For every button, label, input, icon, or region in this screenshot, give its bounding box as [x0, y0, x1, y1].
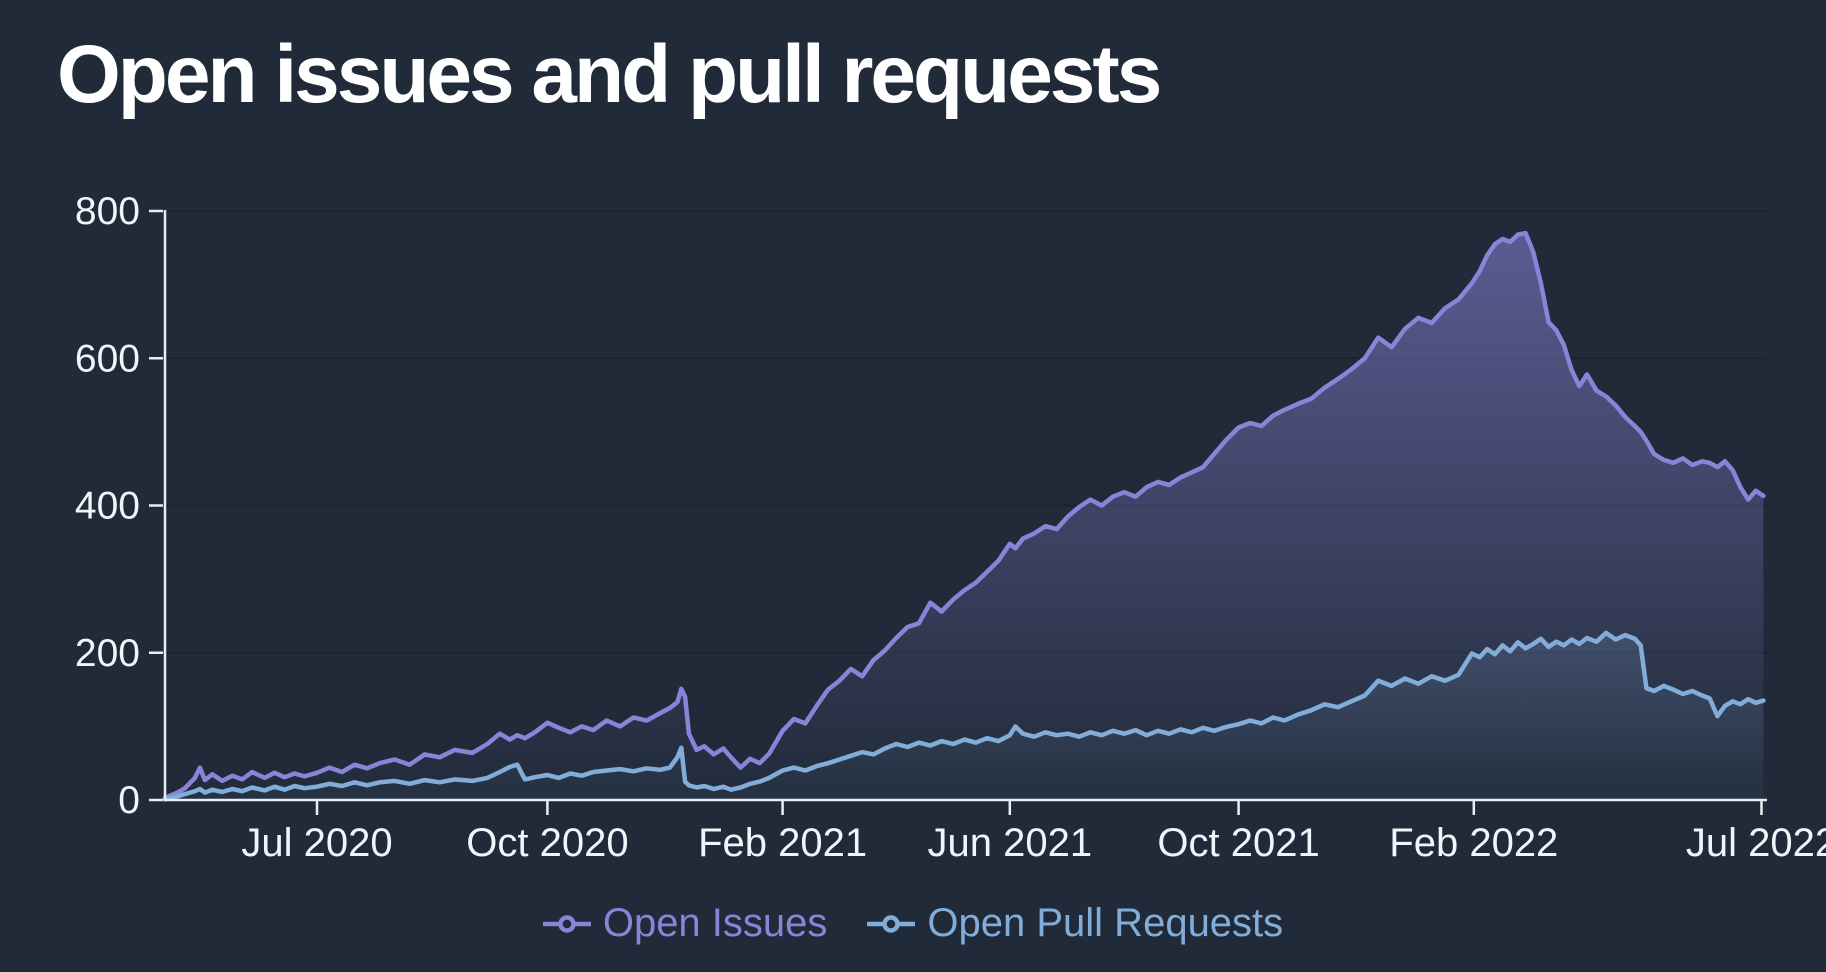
chart-legend: Open Issues Open Pull Requests	[0, 901, 1826, 946]
legend-label-open-issues: Open Issues	[602, 901, 828, 945]
area-open-pull-requests	[165, 632, 1764, 800]
chart-title: Open issues and pull requests	[57, 29, 1162, 120]
legend-item-open-issues[interactable]: Open Issues	[542, 901, 828, 946]
x-tick-label: Jul 2022	[1686, 821, 1826, 865]
area-open-issues	[165, 233, 1764, 801]
line-open-pull-requests	[162, 630, 1766, 802]
y-tick-label: 400	[75, 485, 140, 528]
y-tick-label: 800	[75, 190, 140, 233]
line-circle-icon	[867, 914, 916, 933]
x-tick-label: Oct 2021	[1157, 821, 1319, 865]
line-circle-icon	[542, 914, 591, 933]
legend-label-open-pull-requests: Open Pull Requests	[927, 901, 1284, 945]
x-tick-label: Feb 2022	[1389, 821, 1558, 865]
legend-item-open-pull-requests[interactable]: Open Pull Requests	[867, 901, 1283, 946]
x-tick-label: Jul 2020	[241, 821, 392, 865]
x-tick-label: Jun 2021	[928, 821, 1093, 865]
y-tick-label: 0	[118, 779, 140, 822]
y-tick-label: 200	[75, 632, 140, 675]
x-tick-label: Oct 2020	[466, 821, 628, 865]
line-open-issues	[162, 230, 1766, 801]
y-tick-label: 600	[75, 337, 140, 380]
x-tick-label: Feb 2021	[698, 821, 867, 865]
